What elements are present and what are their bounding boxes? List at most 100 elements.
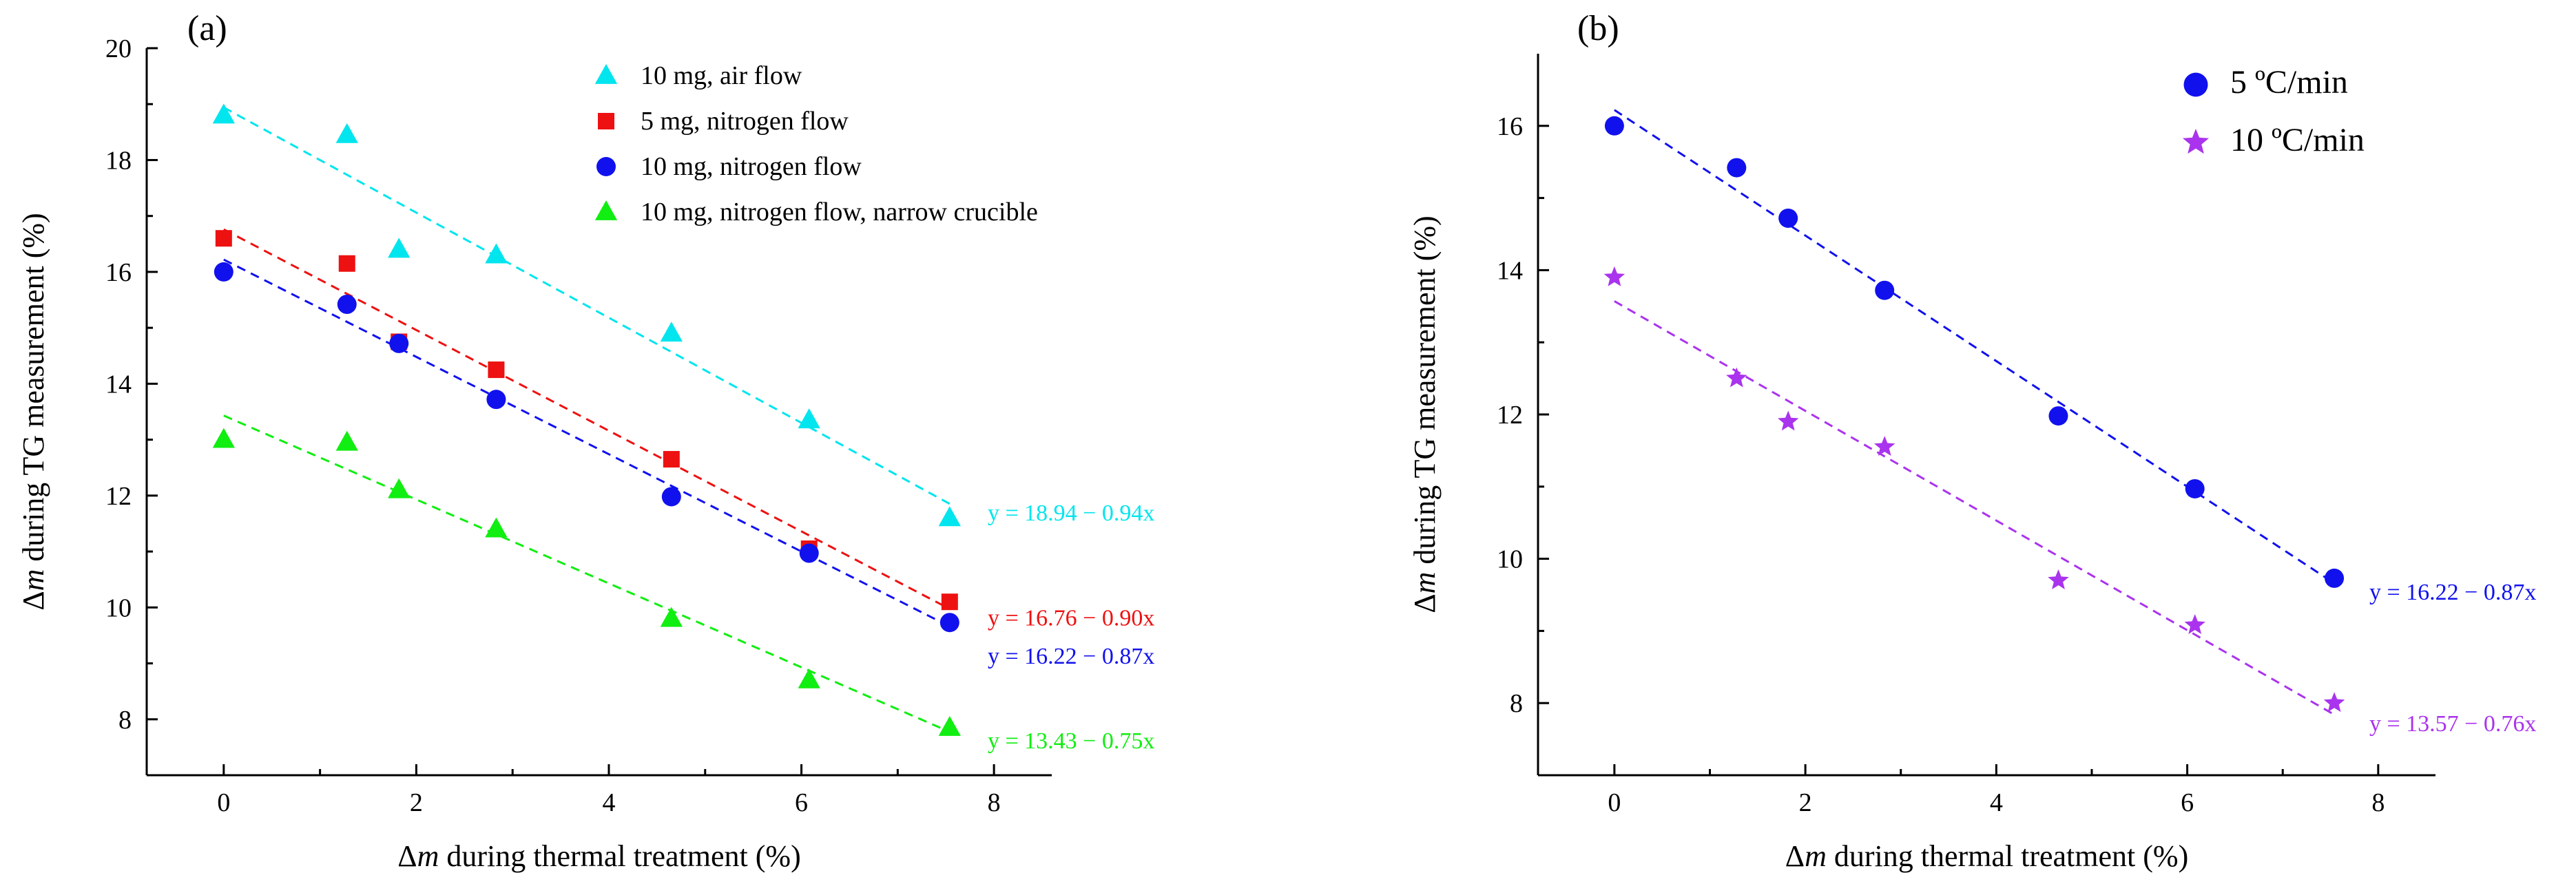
y-axis-title-text: during TG measurement (%) — [17, 213, 50, 569]
data-point — [2325, 568, 2345, 588]
y-tick-label: 12 — [105, 482, 132, 511]
data-point — [2184, 614, 2205, 634]
data-point — [938, 715, 961, 736]
data-point — [335, 123, 358, 143]
legend-marker — [596, 157, 616, 176]
data-point — [660, 607, 683, 627]
data-point — [212, 428, 235, 448]
y-tick-label: 10 — [1497, 545, 1523, 574]
fit-equation: y = 13.43 − 0.75x — [988, 728, 1154, 754]
fit-equation: y = 16.76 − 0.90x — [988, 605, 1154, 631]
data-point — [214, 262, 233, 282]
x-axis-title-text: during thermal treatment (%) — [439, 839, 800, 873]
x-tick-label: 0 — [1608, 788, 1621, 817]
data-point — [1726, 367, 1747, 388]
panel-label: (b) — [1577, 9, 1619, 48]
data-point — [335, 430, 358, 451]
data-point — [663, 451, 680, 468]
x-axis-title: Δm during thermal treatment (%) — [397, 839, 800, 873]
data-point — [337, 295, 357, 315]
y-tick-label: 8 — [1510, 689, 1523, 718]
x-tick-label: 6 — [2181, 788, 2194, 817]
legend-marker — [2183, 129, 2209, 154]
y-tick-label: 12 — [1497, 401, 1523, 430]
data-point — [941, 593, 958, 611]
data-point — [1604, 116, 1624, 136]
fit-line — [223, 106, 951, 505]
legend-marker — [2183, 72, 2208, 97]
data-point — [1778, 410, 1799, 431]
y-axis-title-delta: Δ — [1408, 593, 1442, 613]
y-tick-label: 20 — [105, 34, 132, 63]
y-tick-label: 8 — [118, 706, 132, 735]
x-tick-label: 2 — [1799, 788, 1812, 817]
data-point — [799, 543, 819, 563]
data-point — [1875, 280, 1895, 300]
x-axis-title-text: during thermal treatment (%) — [1827, 839, 2188, 873]
data-point — [388, 478, 411, 498]
fit-equation: y = 16.22 − 0.87x — [988, 644, 1154, 669]
y-tick-label: 16 — [105, 258, 132, 287]
y-axis-title: Δm during TG measurement (%) — [17, 213, 50, 610]
y-tick-label: 18 — [105, 146, 132, 175]
y-axis-title-delta: Δ — [17, 591, 50, 610]
legend-marker — [594, 200, 618, 220]
panel-a: 0 2 4 6 8 8 10 12 14 16 18 20 Δm during thermal trea… — [17, 9, 1154, 873]
legend-label: 10 mg, air flow — [641, 61, 802, 90]
data-point — [1727, 158, 1747, 178]
data-point — [798, 408, 820, 429]
y-tick-label: 14 — [105, 370, 132, 399]
legend-label: 5 mg, nitrogen flow — [641, 107, 849, 136]
x-tick-label: 6 — [795, 788, 808, 817]
data-point — [215, 230, 232, 247]
y-axis-title: Δm during TG measurement (%) — [1408, 215, 1442, 613]
x-tick-label: 0 — [217, 788, 230, 817]
data-point — [2048, 569, 2069, 589]
data-point — [938, 506, 961, 527]
fit-equation: y = 16.22 − 0.87x — [2369, 580, 2536, 605]
legend-label: 10 ºC/min — [2230, 122, 2365, 158]
legend-label: 10 mg, nitrogen flow, narrow crucible — [641, 198, 1038, 227]
data-point — [488, 361, 505, 379]
x-tick-label: 2 — [410, 788, 423, 817]
x-tick-label: 4 — [602, 788, 615, 817]
x-tick-label: 8 — [988, 788, 1001, 817]
x-axis-title-var: m — [417, 839, 439, 873]
y-tick-label: 14 — [1497, 256, 1523, 285]
fit-line — [223, 258, 951, 628]
data-point — [486, 390, 506, 410]
panel-b: 0 2 4 6 8 8 10 12 14 16 Δm during thermal treatmen… — [1408, 9, 2536, 873]
data-point — [1874, 436, 1895, 456]
fit-equation: y = 13.57 − 0.76x — [2369, 711, 2536, 737]
x-axis-title-var: m — [1805, 839, 1827, 873]
panel-label: (a) — [187, 9, 227, 48]
fit-line — [1614, 109, 2335, 585]
legend-marker — [594, 64, 618, 84]
legend-marker — [598, 113, 614, 129]
y-axis-title-text: during TG measurement (%) — [1408, 215, 1442, 571]
data-point — [2185, 478, 2205, 498]
data-point — [661, 487, 681, 507]
data-point — [485, 517, 508, 538]
data-point — [2323, 692, 2345, 713]
x-axis-title-delta: Δ — [1785, 839, 1805, 873]
data-point — [798, 668, 820, 688]
x-tick-label: 4 — [1990, 788, 2003, 817]
y-axis-title-var: m — [1408, 572, 1442, 594]
legend-label: 5 ºC/min — [2230, 64, 2348, 101]
fit-line — [1614, 300, 2335, 716]
y-tick-label: 16 — [1497, 112, 1523, 141]
data-point — [338, 255, 355, 272]
data-point — [388, 238, 411, 258]
data-point — [1778, 208, 1798, 228]
fit-line — [223, 228, 951, 610]
data-point — [389, 333, 409, 353]
legend-label: 10 mg, nitrogen flow — [641, 152, 862, 181]
x-tick-label: 8 — [2371, 788, 2385, 817]
data-point — [939, 613, 959, 633]
data-point — [485, 243, 508, 264]
y-tick-label: 10 — [105, 593, 132, 622]
fit-equation: y = 18.94 − 0.94x — [988, 501, 1154, 526]
data-point — [2048, 406, 2068, 426]
